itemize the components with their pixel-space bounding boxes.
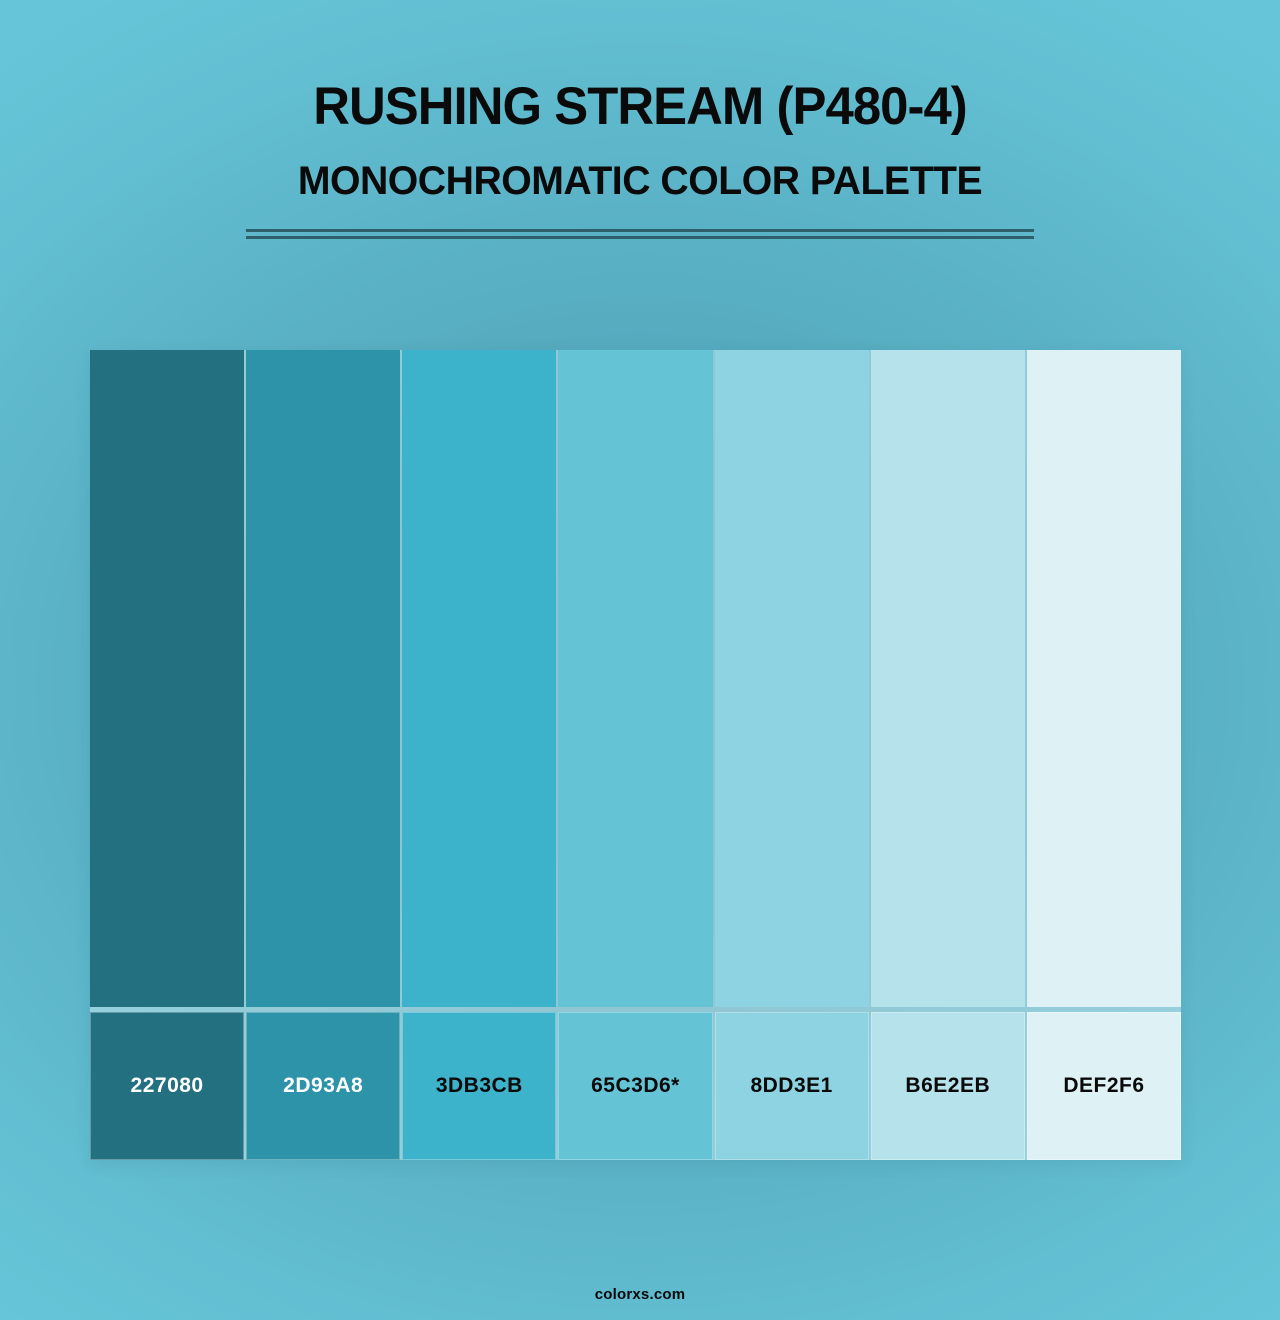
color-swatch xyxy=(246,350,401,1007)
palette-grid: 227080 2D93A8 3DB3CB 65C3D6* 8DD3E1 B6E2EB DEF… xyxy=(90,350,1181,1160)
palette-subtitle: MONOCHROMATIC COLOR PALETTE xyxy=(297,159,983,204)
title-divider xyxy=(246,229,1034,240)
color-hex-label: 3DB3CB xyxy=(402,1012,557,1160)
color-swatch xyxy=(402,350,557,1007)
color-hex-label: 8DD3E1 xyxy=(714,1012,869,1160)
footer-site-label: colorxs.com xyxy=(594,1286,686,1303)
color-hex-label: 227080 xyxy=(90,1012,245,1160)
color-hex-label: DEF2F6 xyxy=(1026,1012,1181,1160)
color-swatch xyxy=(558,350,713,1007)
color-swatch xyxy=(1026,350,1181,1007)
color-swatch xyxy=(90,350,245,1007)
header: RUSHING STREAM (P480-4) MONOCHROMATIC CO… xyxy=(0,0,1280,240)
color-swatch xyxy=(714,350,869,1007)
color-swatch xyxy=(870,350,1025,1007)
color-hex-label: 2D93A8 xyxy=(246,1012,401,1160)
color-hex-label: 65C3D6* xyxy=(558,1012,713,1160)
color-hex-label: B6E2EB xyxy=(870,1012,1025,1160)
palette-title: RUSHING STREAM (P480-4) xyxy=(313,77,968,136)
